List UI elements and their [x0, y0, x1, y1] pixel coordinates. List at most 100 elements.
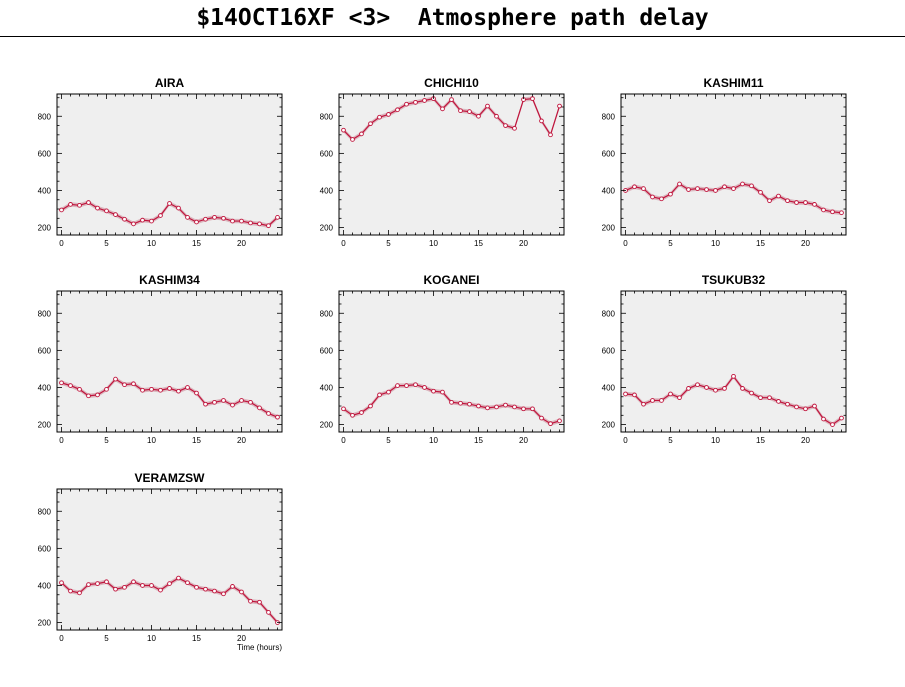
data-point [386, 389, 391, 395]
data-point [257, 599, 262, 605]
data-point [476, 113, 481, 119]
data-point [749, 183, 754, 189]
data-point [404, 101, 409, 107]
y-tick-label: 200 [602, 224, 616, 233]
x-tick-label: 5 [104, 634, 109, 643]
data-point [623, 391, 628, 397]
panel-chichi10: CHICHI10 0 5 10 15 20 200 400 600 800 [320, 76, 565, 248]
panel-tsukub32: TSUKUB32 0 5 10 15 20 200 400 600 800 [602, 273, 847, 445]
data-point [167, 386, 172, 391]
y-tick-label: 400 [38, 581, 52, 590]
data-point [194, 390, 199, 396]
data-point [695, 382, 700, 388]
data-point [767, 198, 772, 204]
y-tick-label: 400 [602, 383, 616, 392]
panel-veramzsw: VERAMZSW 0 5 10 15 20 200 400 600 800 Time (hours) [38, 471, 283, 652]
data-point [275, 414, 280, 420]
x-tick-label: 10 [711, 239, 720, 248]
panel-title: KOGANEI [423, 273, 479, 287]
x-tick-label: 10 [429, 436, 438, 445]
y-tick-label: 200 [602, 421, 616, 430]
y-tick-label: 600 [38, 346, 52, 355]
data-point [212, 399, 217, 405]
x-tick-label: 5 [668, 436, 673, 445]
data-point [239, 398, 244, 403]
panel-title: KASHIM11 [703, 76, 763, 90]
data-point [248, 399, 253, 405]
data-point [77, 590, 82, 596]
data-point [104, 386, 109, 392]
data-point [167, 201, 172, 206]
data-point [149, 583, 154, 588]
data-point [650, 194, 655, 200]
data-point [176, 388, 181, 394]
data-point [641, 186, 646, 191]
y-tick-label: 400 [38, 383, 52, 392]
data-point [203, 586, 208, 592]
data-point [548, 421, 553, 427]
data-point [467, 109, 472, 114]
data-point [104, 579, 109, 585]
data-point [350, 412, 355, 418]
data-point [140, 217, 145, 223]
data-point [713, 387, 718, 393]
panel-title: TSUKUB32 [702, 273, 766, 287]
data-point [503, 402, 508, 408]
data-point [785, 401, 790, 407]
x-tick-label: 15 [192, 436, 201, 445]
data-point [830, 422, 835, 427]
x-tick-label: 5 [104, 436, 109, 445]
data-point [113, 376, 118, 382]
x-tick-label: 10 [147, 239, 156, 248]
data-point [95, 205, 100, 211]
data-point [185, 385, 190, 390]
data-point [458, 108, 463, 114]
data-point [266, 411, 271, 416]
data-point [794, 404, 799, 410]
data-point [377, 392, 382, 398]
data-point [812, 403, 817, 409]
data-point [140, 583, 145, 588]
panel-title: AIRA [155, 76, 185, 90]
data-point [77, 386, 82, 392]
x-tick-label: 10 [711, 436, 720, 445]
data-point [275, 215, 280, 220]
data-point [776, 193, 781, 199]
data-point [86, 582, 91, 587]
data-point [248, 220, 253, 226]
data-point [668, 191, 673, 197]
data-point [59, 580, 64, 586]
data-point [368, 121, 373, 127]
data-point [413, 382, 418, 388]
data-point [476, 403, 481, 409]
data-point [194, 219, 199, 225]
data-point [521, 406, 526, 412]
data-point [641, 401, 646, 407]
x-tick-label: 0 [341, 239, 346, 248]
data-point [221, 398, 226, 403]
x-tick-label: 10 [147, 634, 156, 643]
data-point [350, 137, 355, 142]
data-point [659, 398, 664, 403]
data-point [812, 202, 817, 207]
data-point [794, 200, 799, 205]
data-point [821, 416, 826, 422]
plot-area [57, 489, 282, 630]
data-point [494, 404, 499, 410]
figure-title: $14OCT16XF <3> Atmosphere path delay [196, 5, 709, 31]
x-tick-label: 0 [59, 239, 64, 248]
y-tick-label: 400 [320, 186, 334, 195]
data-point [404, 383, 409, 388]
data-point [86, 200, 91, 205]
data-point [557, 103, 562, 109]
data-point [632, 392, 637, 398]
y-tick-label: 600 [38, 544, 52, 553]
error-band [61, 200, 278, 228]
data-point [230, 218, 235, 224]
data-point [695, 186, 700, 191]
data-point [548, 132, 553, 138]
data-point [512, 125, 517, 131]
data-point [59, 380, 64, 386]
data-point [77, 202, 82, 208]
data-point [257, 405, 262, 411]
